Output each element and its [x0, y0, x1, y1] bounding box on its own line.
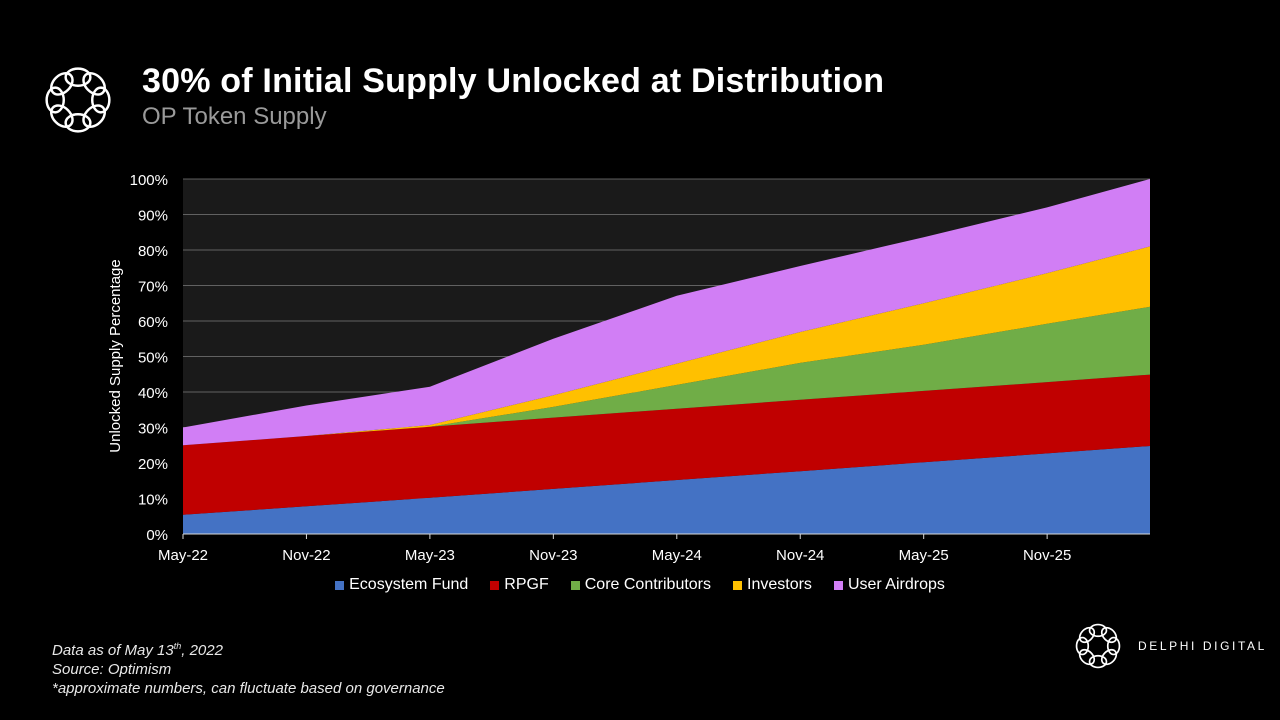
legend-label: User Airdrops — [847, 576, 945, 593]
x-tick-label: May-22 — [158, 547, 208, 564]
legend-item-investors: Investors — [733, 576, 812, 594]
source-note: Source: Optimism — [52, 661, 172, 678]
legend-label: Core Contributors — [584, 576, 712, 593]
legend-swatch — [570, 580, 580, 590]
y-axis-label: Unlocked Supply Percentage — [107, 259, 124, 452]
legend-label: Ecosystem Fund — [349, 576, 469, 593]
x-tick-label: May-24 — [652, 547, 702, 564]
brand-name: DELPHI DIGITAL — [1138, 639, 1267, 653]
x-tick-labels: May-22 Nov-22 May-23 Nov-23 May-24 Nov-24 May-… — [158, 534, 1071, 564]
area-user-airdrops — [183, 179, 1150, 446]
y-tick-label: 0% — [146, 527, 168, 544]
y-tick-labels: 0% 10% 20% 30% 40% 50% 60% 70% 80% 90% 100% — [130, 172, 168, 544]
legend-label: Investors — [747, 576, 812, 593]
page-title: 30% of Initial Supply Unlocked at Distri… — [142, 62, 885, 100]
brand-mark: DELPHI DIGITAL — [1072, 620, 1267, 672]
y-tick-label: 90% — [138, 208, 168, 225]
flower-ring-logo-icon — [45, 67, 111, 133]
legend-item-core-contributors: Core Contributors — [570, 576, 712, 594]
x-tick-label: Nov-25 — [1023, 547, 1071, 564]
y-tick-label: 50% — [138, 350, 168, 367]
legend-label: RPGF — [504, 576, 549, 593]
x-tick-label: Nov-23 — [529, 547, 577, 564]
legend-swatch — [490, 580, 500, 590]
legend-item-user-airdrops: User Airdrops — [833, 576, 945, 594]
area-core-contributors — [183, 306, 1150, 446]
x-tick-label: Nov-24 — [776, 547, 824, 564]
x-tick-label: May-23 — [405, 547, 455, 564]
y-tick-label: 10% — [138, 492, 168, 509]
x-tick-label: May-25 — [899, 547, 949, 564]
area-rpgf — [183, 374, 1150, 515]
flower-ring-logo-icon — [1075, 623, 1121, 669]
x-tick-label: Nov-22 — [282, 547, 330, 564]
legend-item-ecosystem-fund: Ecosystem Fund — [335, 576, 468, 594]
y-tick-label: 60% — [138, 314, 168, 331]
y-tick-label: 30% — [138, 421, 168, 438]
legend-swatch — [833, 580, 843, 590]
data-date-note: Data as of May 13th, 2022 — [52, 641, 223, 659]
disclaimer-note: *approximate numbers, can fluctuate base… — [52, 680, 445, 697]
page-subtitle: OP Token Supply — [142, 103, 327, 130]
legend-swatch — [335, 580, 345, 590]
legend-item-rpgf: RPGF — [490, 576, 549, 594]
chart-legend: Ecosystem Fund RPGF Core Contributors Inves… — [0, 576, 1280, 594]
series-areas — [183, 179, 1150, 535]
y-tick-label: 20% — [138, 456, 168, 473]
y-tick-label: 40% — [138, 385, 168, 402]
legend-swatch — [733, 580, 743, 590]
footnotes: Data as of May 13th, 2022 Source: Optimi… — [52, 637, 445, 698]
stacked-area-chart: 0% 10% 20% 30% 40% 50% 60% 70% 80% 90% 100% May-22… — [107, 172, 1150, 564]
y-tick-label: 70% — [138, 279, 168, 296]
area-ecosystem-fund — [183, 446, 1150, 534]
y-tick-label: 100% — [130, 172, 168, 189]
y-tick-label: 80% — [138, 243, 168, 260]
